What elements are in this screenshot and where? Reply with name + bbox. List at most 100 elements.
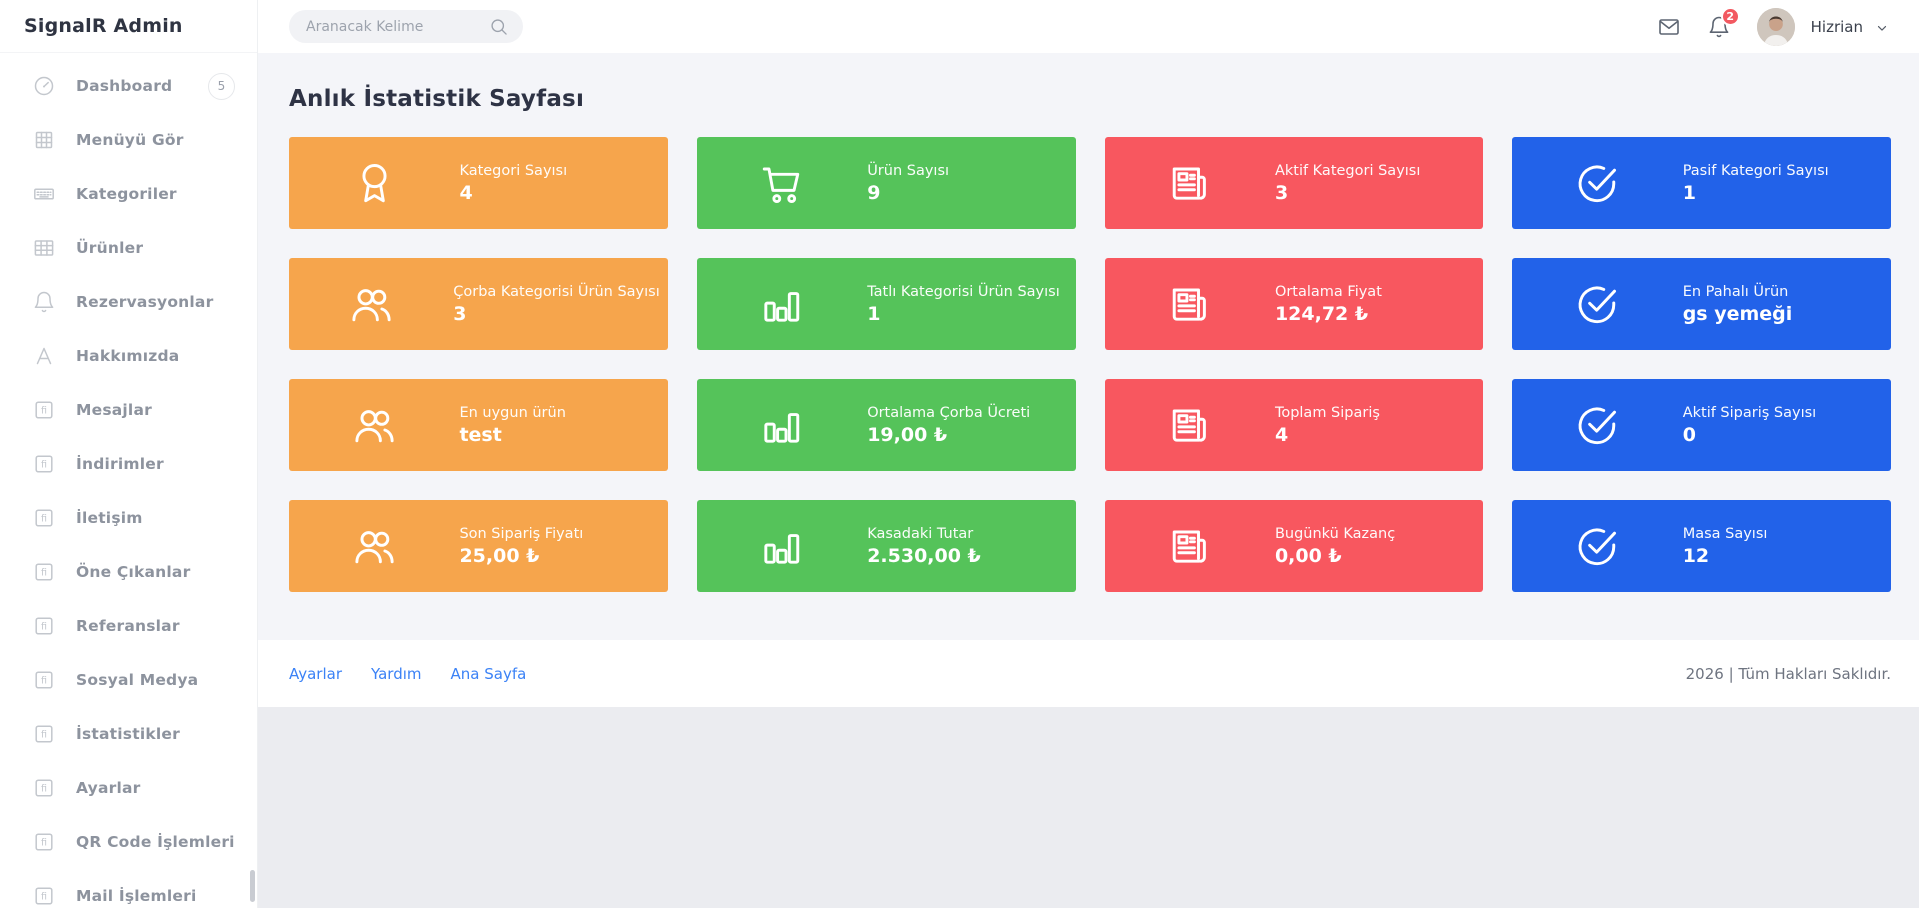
stat-card: En uygun ürün test [289,379,668,471]
stat-card-value: 4 [459,181,473,204]
content-panel: Anlık İstatistik Sayfası Kategori Sayısı… [258,53,1919,640]
sidebar-item-urunler[interactable]: Ürünler [0,221,257,275]
fi-placeholder-icon [32,721,58,747]
stat-cards-grid: Kategori Sayısı 4 Ürün Sayısı 9 Aktif Ka… [289,137,1891,592]
speedometer-icon [32,73,58,99]
sidebar-item-one-cikanlar[interactable]: Öne Çıkanlar [0,545,257,599]
avatar[interactable] [1756,7,1795,46]
table-icon [32,235,58,261]
sidebar-item-label: Kategoriler [76,185,177,203]
sidebar-item-mail-islemleri[interactable]: Mail İşlemleri [0,869,257,908]
stat-card-value: 3 [1274,181,1289,204]
stat-card: En Pahalı Ürün gs yemeği [1512,258,1891,350]
newspaper-icon [1105,523,1275,570]
dashboard-count-badge: 5 [208,72,235,100]
footer-links: Ayarlar Yardım Ana Sayfa [289,665,526,683]
sidebar-item-ayarlar[interactable]: Ayarlar [0,761,257,815]
stat-card: Kasadaki Tutar 2.530,00 ₺ [696,500,1076,592]
footer: Ayarlar Yardım Ana Sayfa 2026 | Tüm Hakl… [258,640,1919,707]
stat-card-value: 0,00 ₺ [1274,544,1342,567]
sidebar-item-label: Öne Çıkanlar [76,563,191,581]
stat-card: Aktif Sipariş Sayısı 0 [1512,379,1891,471]
stat-card-value: 2.530,00 ₺ [867,544,981,567]
stat-card-label: Masa Sayısı [1682,525,1768,542]
bell-icon [32,289,58,315]
search-box [289,10,523,43]
top-bar: 2 Hizrian [258,0,1919,53]
mail-icon[interactable] [1657,15,1681,39]
bar-chart-icon [697,523,867,570]
cart-icon [697,160,867,207]
stat-card: Ortalama Fiyat 124,72 ₺ [1104,258,1484,350]
sidebar-item-label: Mail İşlemleri [76,887,197,905]
stat-card-value: 9 [867,181,881,204]
fi-placeholder-icon [32,883,58,908]
sidebar-item-iletisim[interactable]: İletişim [0,491,257,545]
bar-chart-icon [697,402,867,449]
fi-placeholder-icon [32,451,58,477]
sidebar-item-kategoriler[interactable]: Kategoriler [0,167,257,221]
stat-card-value: 4 [1274,423,1289,446]
page-title: Anlık İstatistik Sayfası [289,86,585,112]
sidebar-item-label: Mesajlar [76,401,152,419]
stat-card-label: Tatlı Kategorisi Ürün Sayısı [867,283,1060,300]
stat-card-label: Toplam Sipariş [1274,404,1380,421]
notification-count-badge: 2 [1720,6,1740,26]
stat-card-value: 25,00 ₺ [459,544,540,567]
user-name[interactable]: Hizrian [1810,17,1863,36]
check-circle-icon [1512,160,1682,207]
footer-link-ana-sayfa[interactable]: Ana Sayfa [450,664,527,683]
sidebar-item-label: İstatistikler [76,725,180,743]
stat-card-value: 19,00 ₺ [867,423,948,446]
stat-card-value: 0 [1682,423,1696,446]
sidebar-item-label: Rezervasyonlar [76,293,214,311]
fi-placeholder-icon [32,505,58,531]
stat-card-value: 3 [453,302,467,325]
stat-card: Bugünkü Kazanç 0,00 ₺ [1104,500,1484,592]
sidebar-scrollbar-thumb[interactable] [250,870,255,902]
notifications-bell-icon[interactable]: 2 [1707,6,1740,39]
sidebar-item-rezervasyonlar[interactable]: Rezervasyonlar [0,275,257,329]
stat-card-value: gs yemeği [1682,302,1793,325]
footer-link-yardim[interactable]: Yardım [371,664,422,683]
newspaper-icon [1105,281,1275,328]
sidebar-item-istatistikler[interactable]: İstatistikler [0,707,257,761]
footer-link-ayarlar[interactable]: Ayarlar [289,664,343,683]
search-icon[interactable] [489,17,509,37]
brand-logo[interactable]: SignalR Admin [0,0,257,53]
page-background [258,707,1919,908]
newspaper-icon [1105,160,1275,207]
sidebar-item-menuyu-gor[interactable]: Menüyü Gör [0,113,257,167]
sidebar-item-hakkimizda[interactable]: Hakkımızda [0,329,257,383]
stat-card-value: 12 [1682,544,1710,567]
sidebar-item-indirimler[interactable]: İndirimler [0,437,257,491]
stat-card-label: Bugünkü Kazanç [1274,525,1396,542]
stat-card-label: Ürün Sayısı [867,162,950,179]
search-input[interactable] [306,18,489,35]
sidebar-item-label: Ürünler [76,239,144,257]
sidebar-item-label: İletişim [76,509,143,527]
fi-placeholder-icon [32,775,58,801]
medal-icon [289,160,459,207]
sidebar-item-sosyal-medya[interactable]: Sosyal Medya [0,653,257,707]
stat-card: Toplam Sipariş 4 [1104,379,1484,471]
users-icon [289,281,453,328]
check-circle-icon [1512,281,1682,328]
stat-card-label: Ortalama Fiyat [1274,283,1382,300]
sidebar: SignalR Admin Dashboard 5 Menüyü Gör Kat… [0,0,258,908]
sidebar-item-label: QR Code İşlemleri [76,833,235,851]
grid-icon [32,127,58,153]
fi-placeholder-icon [32,667,58,693]
stat-card-label: Kategori Sayısı [459,162,568,179]
stat-card: Tatlı Kategorisi Ürün Sayısı 1 [696,258,1076,350]
check-circle-icon [1512,523,1682,570]
sidebar-item-referanslar[interactable]: Referanslar [0,599,257,653]
sidebar-item-mesajlar[interactable]: Mesajlar [0,383,257,437]
sidebar-item-qr-code-islemleri[interactable]: QR Code İşlemleri [0,815,257,869]
sidebar-item-dashboard[interactable]: Dashboard 5 [0,59,257,113]
users-icon [289,523,459,570]
chevron-down-icon[interactable] [1875,20,1889,34]
sidebar-nav: Dashboard 5 Menüyü Gör Kategoriler Ürünl… [0,53,257,908]
stat-card: Çorba Kategorisi Ürün Sayısı 3 [289,258,668,350]
stat-card: Aktif Kategori Sayısı 3 [1104,137,1484,229]
